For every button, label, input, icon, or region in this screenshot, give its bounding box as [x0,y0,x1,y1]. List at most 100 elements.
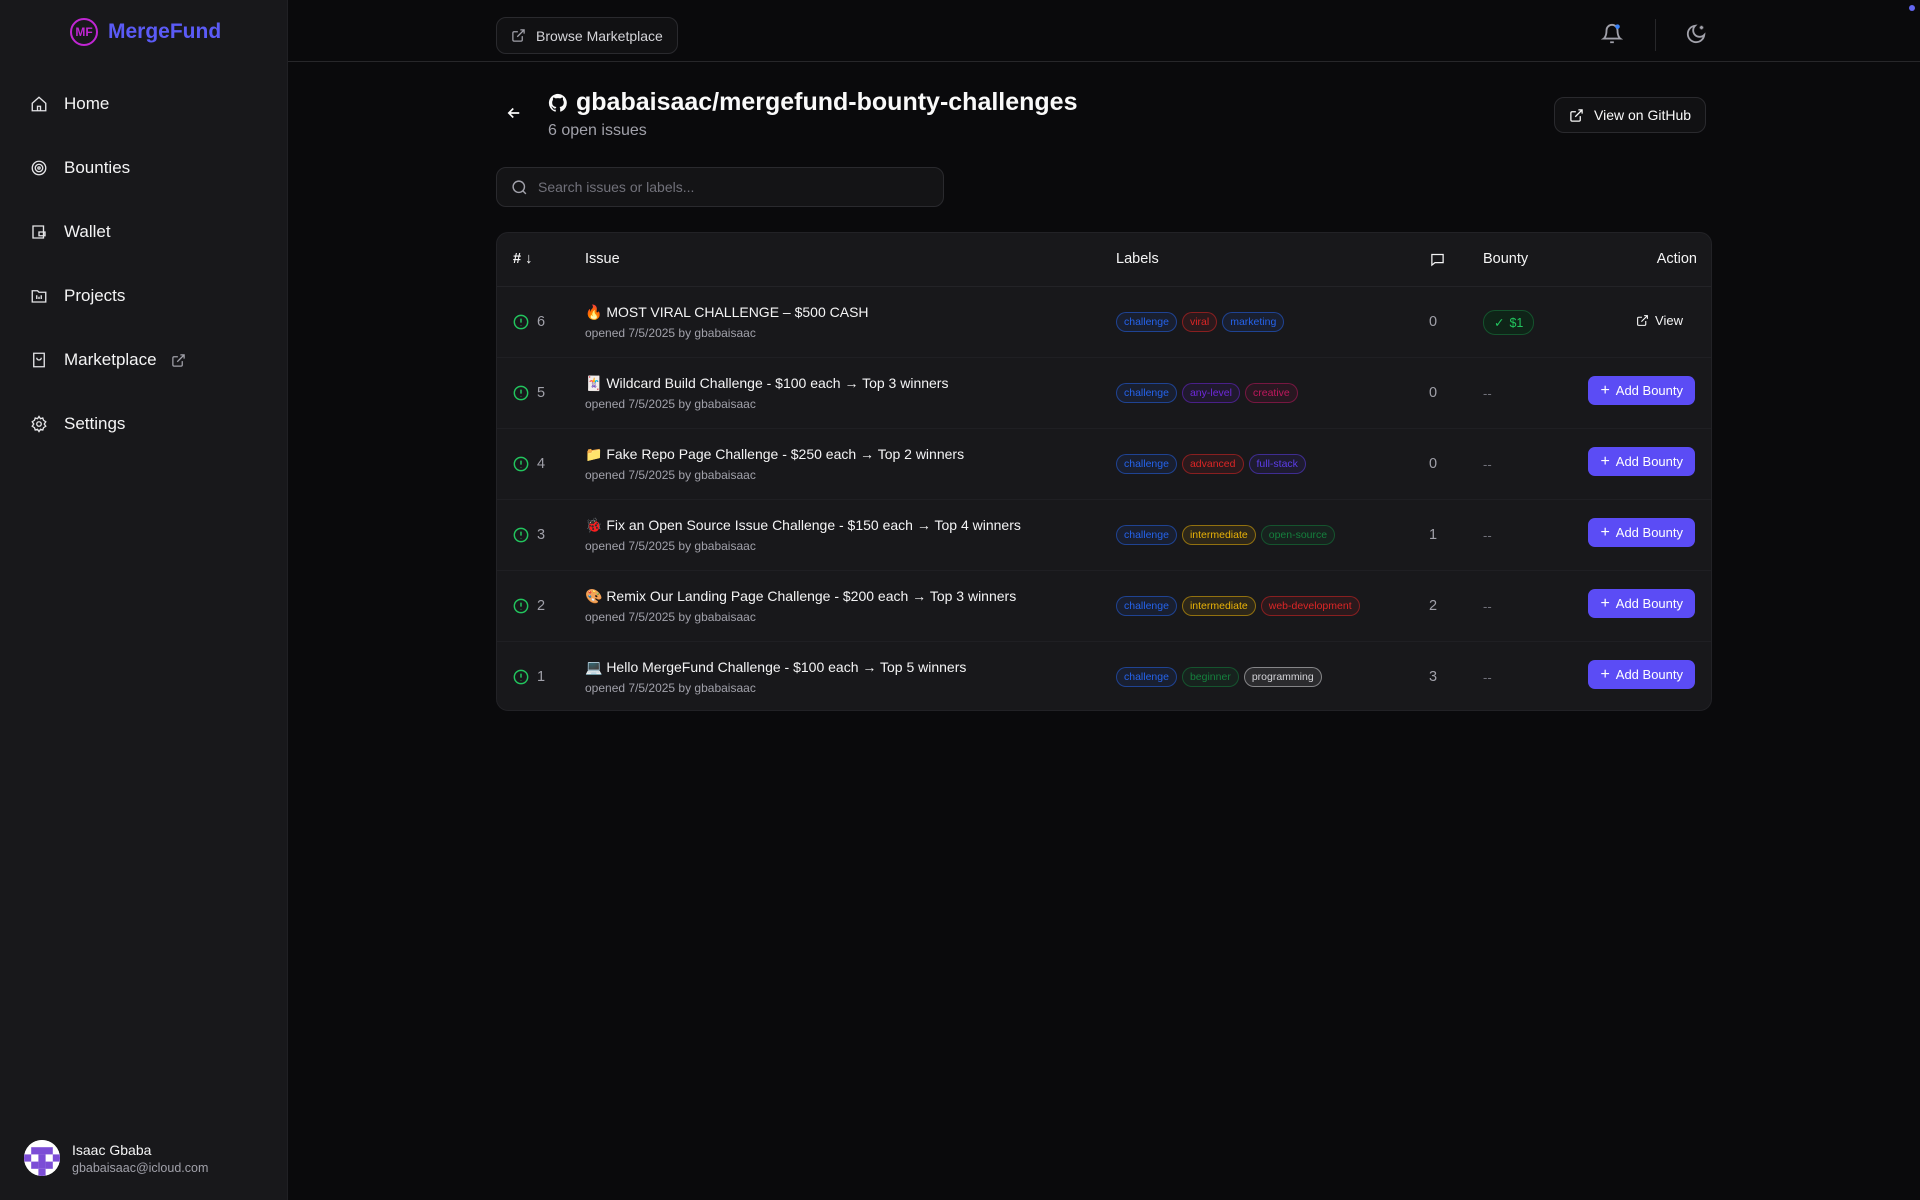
sidebar-item-settings[interactable]: Settings [30,409,125,439]
external-link-icon [171,353,185,367]
open-issue-icon [513,456,529,477]
label-tag[interactable]: creative [1244,383,1298,403]
browse-marketplace-button[interactable]: Browse Marketplace [496,17,678,54]
table-row[interactable]: 6 🔥 MOST VIRAL CHALLENGE – $500 CASH ope… [497,287,1711,358]
notifications-button[interactable] [1600,23,1624,50]
issue-title[interactable]: 💻 Hello MergeFund Challenge - $100 each … [585,659,967,675]
label-tag[interactable]: programming [1243,667,1322,687]
issue-title[interactable]: 🎨 Remix Our Landing Page Challenge - $20… [585,588,1017,604]
issue-number: 6 [537,314,546,330]
view-button[interactable]: View [1636,313,1683,328]
add-bounty-button[interactable]: + Add Bounty [1588,447,1695,476]
label-tag[interactable]: viral [1181,312,1218,332]
labels-list: challenge any-level creative [1116,383,1298,403]
label-tag[interactable]: web-development [1260,596,1360,616]
label-tag[interactable]: full-stack [1248,454,1306,474]
label-tag[interactable]: intermediate [1181,596,1256,616]
table-row[interactable]: 2 🎨 Remix Our Landing Page Challenge - $… [497,571,1711,642]
sidebar-item-home[interactable]: Home [30,89,109,119]
add-bounty-button[interactable]: + Add Bounty [1588,376,1695,405]
labels-list: challenge intermediate open-source [1116,525,1336,545]
moon-icon [1686,24,1706,44]
issue-title[interactable]: 📁 Fake Repo Page Challenge - $250 each →… [585,446,965,462]
open-issue-icon [513,598,529,619]
external-link-icon [512,29,525,42]
topbar-divider [1655,19,1656,51]
comment-count: 0 [1428,314,1438,330]
user-name: Isaac Gbaba [72,1141,152,1158]
table-row[interactable]: 3 🐞 Fix an Open Source Issue Challenge -… [497,500,1711,571]
user-profile[interactable]: Isaac Gbaba gbabaisaac@icloud.com [24,1140,208,1176]
issue-title[interactable]: 🃏 Wildcard Build Challenge - $100 each →… [585,375,949,391]
external-link-icon [1637,315,1648,326]
issue-header: Issue [585,251,620,267]
label-tag[interactable]: any-level [1181,383,1240,403]
sidebar-item-projects[interactable]: Projects [30,281,125,311]
plus-icon: + [1600,665,1610,683]
labels-list: challenge viral marketing [1116,312,1285,332]
bell-icon [1600,24,1624,44]
labels-list: challenge beginner programming [1116,667,1322,687]
issue-title[interactable]: 🐞 Fix an Open Source Issue Challenge - $… [585,517,1021,533]
bounty-empty: -- [1483,386,1492,401]
view-label: View [1655,313,1683,328]
label-tag[interactable]: advanced [1181,454,1244,474]
table-row[interactable]: 4 📁 Fake Repo Page Challenge - $250 each… [497,429,1711,500]
sidebar-item-label: Settings [64,414,126,433]
sidebar-item-marketplace[interactable]: Marketplace [30,345,186,375]
sidebar-item-bounties[interactable]: Bounties [30,153,130,183]
back-button[interactable] [505,104,523,127]
label-tag[interactable]: challenge [1116,667,1177,687]
action-header: Action [1656,251,1697,267]
label-tag[interactable]: intermediate [1181,525,1256,545]
label-tag[interactable]: challenge [1116,596,1177,616]
add-bounty-label: Add Bounty [1615,525,1683,540]
number-header: # [513,251,522,267]
label-tag[interactable]: beginner [1181,667,1239,687]
view-on-github-button[interactable]: View on GitHub [1554,97,1707,133]
add-bounty-button[interactable]: + Add Bounty [1588,589,1695,618]
browse-marketplace-label: Browse Marketplace [536,27,663,44]
add-bounty-button[interactable]: + Add Bounty [1588,518,1695,547]
view-on-github-label: View on GitHub [1594,107,1692,123]
sidebar-item-wallet[interactable]: Wallet [30,217,111,247]
add-bounty-button[interactable]: + Add Bounty [1588,660,1695,689]
search-icon [512,179,527,194]
bounty-header: Bounty [1483,251,1529,267]
home-icon [31,96,47,112]
sort-by-number[interactable]: # ↓ [513,251,532,267]
label-tag[interactable]: marketing [1222,312,1285,332]
label-tag[interactable]: challenge [1116,454,1177,474]
sidebar-item-label: Projects [64,286,126,305]
bounty-empty: -- [1483,528,1492,543]
label-tag[interactable]: challenge [1116,312,1177,332]
open-issue-icon [513,527,529,548]
label-tag[interactable]: open-source [1260,525,1336,545]
issue-meta: opened 7/5/2025 by gbabaisaac [585,468,756,482]
arrow-down-icon: ↓ [525,251,533,267]
issue-number: 5 [537,385,546,401]
label-tag[interactable]: challenge [1116,525,1177,545]
theme-toggle-button[interactable] [1685,23,1707,50]
plus-icon: + [1600,381,1610,399]
github-icon [548,93,567,112]
shopping-bag-icon [33,352,45,368]
issue-number: 3 [537,527,546,543]
open-issue-icon [513,314,529,335]
logo[interactable]: MF MergeFund [70,18,221,46]
folder-icon [31,290,47,303]
sidebar-item-label: Wallet [64,222,111,241]
table-row[interactable]: 5 🃏 Wildcard Build Challenge - $100 each… [497,358,1711,429]
search-input[interactable] [538,179,918,195]
labels-list: challenge advanced full-stack [1116,454,1306,474]
issue-title[interactable]: 🔥 MOST VIRAL CHALLENGE – $500 CASH [585,304,869,320]
check-icon: ✓ [1494,316,1505,330]
bounty-empty: -- [1483,599,1492,614]
search-box [496,167,944,207]
issue-meta: opened 7/5/2025 by gbabaisaac [585,397,756,411]
label-tag[interactable]: challenge [1116,383,1177,403]
table-row[interactable]: 1 💻 Hello MergeFund Challenge - $100 eac… [497,642,1711,710]
wallet-icon [32,225,46,239]
external-link-icon [1570,108,1583,122]
labels-list: challenge intermediate web-development [1116,596,1360,616]
